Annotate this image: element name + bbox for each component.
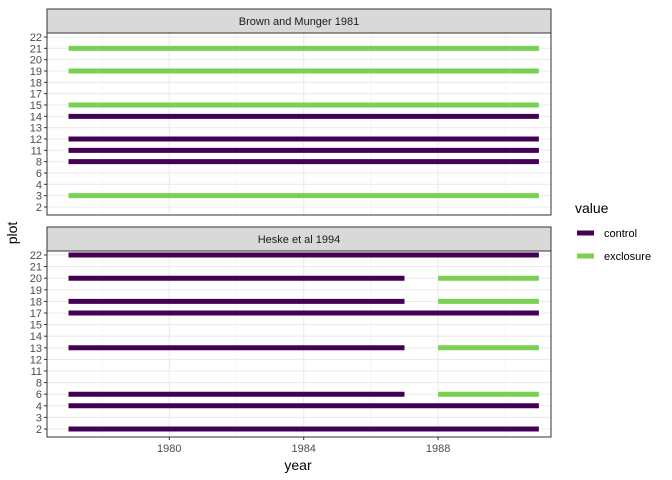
y-tick-label: 13 [30, 123, 42, 135]
y-tick-label: 18 [30, 296, 42, 308]
y-tick-label: 8 [36, 157, 42, 169]
panel-2: Heske et al 1994234681112131415171819202… [30, 226, 552, 438]
y-tick-label: 19 [30, 66, 42, 78]
y-tick-label: 20 [30, 55, 42, 67]
panel-title: Heske et al 1994 [258, 234, 341, 246]
y-tick-label: 12 [30, 134, 42, 146]
y-tick-label: 12 [30, 354, 42, 366]
x-tick-label: 1984 [291, 443, 315, 455]
panel-1: Brown and Munger 1981 2346811121314151718… [30, 8, 552, 216]
y-tick-label: 8 [36, 378, 42, 390]
y-tick-label: 17 [30, 308, 42, 320]
legend-title: value [575, 200, 609, 216]
legend-label-control: control [604, 228, 637, 240]
panel-strip [46, 8, 552, 34]
x-axis-title: year [284, 457, 312, 473]
legend: value control exclosure [575, 200, 651, 263]
y-tick-label: 11 [31, 145, 42, 157]
y-tick-label: 20 [30, 273, 42, 285]
y-tick-label: 11 [31, 366, 42, 378]
y-tick-label: 21 [30, 43, 42, 55]
panel-strip [46, 226, 552, 252]
x-tick-label: 1980 [157, 443, 181, 455]
panel-border [46, 32, 552, 216]
plot-background [47, 33, 551, 215]
y-axis-title: plot [4, 222, 20, 245]
legend-label-exclosure: exclosure [604, 251, 651, 263]
y-tick-label: 15 [30, 100, 42, 112]
y-tick-label: 4 [36, 401, 42, 413]
y-tick-label: 18 [30, 77, 42, 89]
y-tick-label: 4 [36, 179, 42, 191]
panels-layer: Brown and Munger 19812346811121314151718… [30, 8, 552, 455]
y-tick-label: 15 [30, 320, 42, 332]
y-tick-label: 6 [36, 168, 42, 180]
y-tick-label: 14 [30, 111, 42, 123]
y-tick-label: 19 [30, 285, 42, 297]
y-tick-label: 14 [30, 331, 42, 343]
panel-title: Brown and Munger 1981 [239, 16, 359, 28]
y-tick-label: 3 [36, 191, 42, 203]
y-tick-label: 13 [30, 343, 42, 355]
x-tick-label: 1988 [426, 443, 450, 455]
y-tick-label: 6 [36, 389, 42, 401]
y-tick-label: 2 [36, 424, 42, 436]
y-tick-label: 22 [30, 32, 42, 44]
y-tick-label: 2 [36, 202, 42, 214]
panel-border [46, 250, 552, 438]
y-tick-label: 17 [30, 89, 42, 101]
y-tick-label: 3 [36, 412, 42, 424]
y-tick-label: 22 [30, 250, 42, 262]
y-tick-label: 21 [30, 262, 42, 274]
